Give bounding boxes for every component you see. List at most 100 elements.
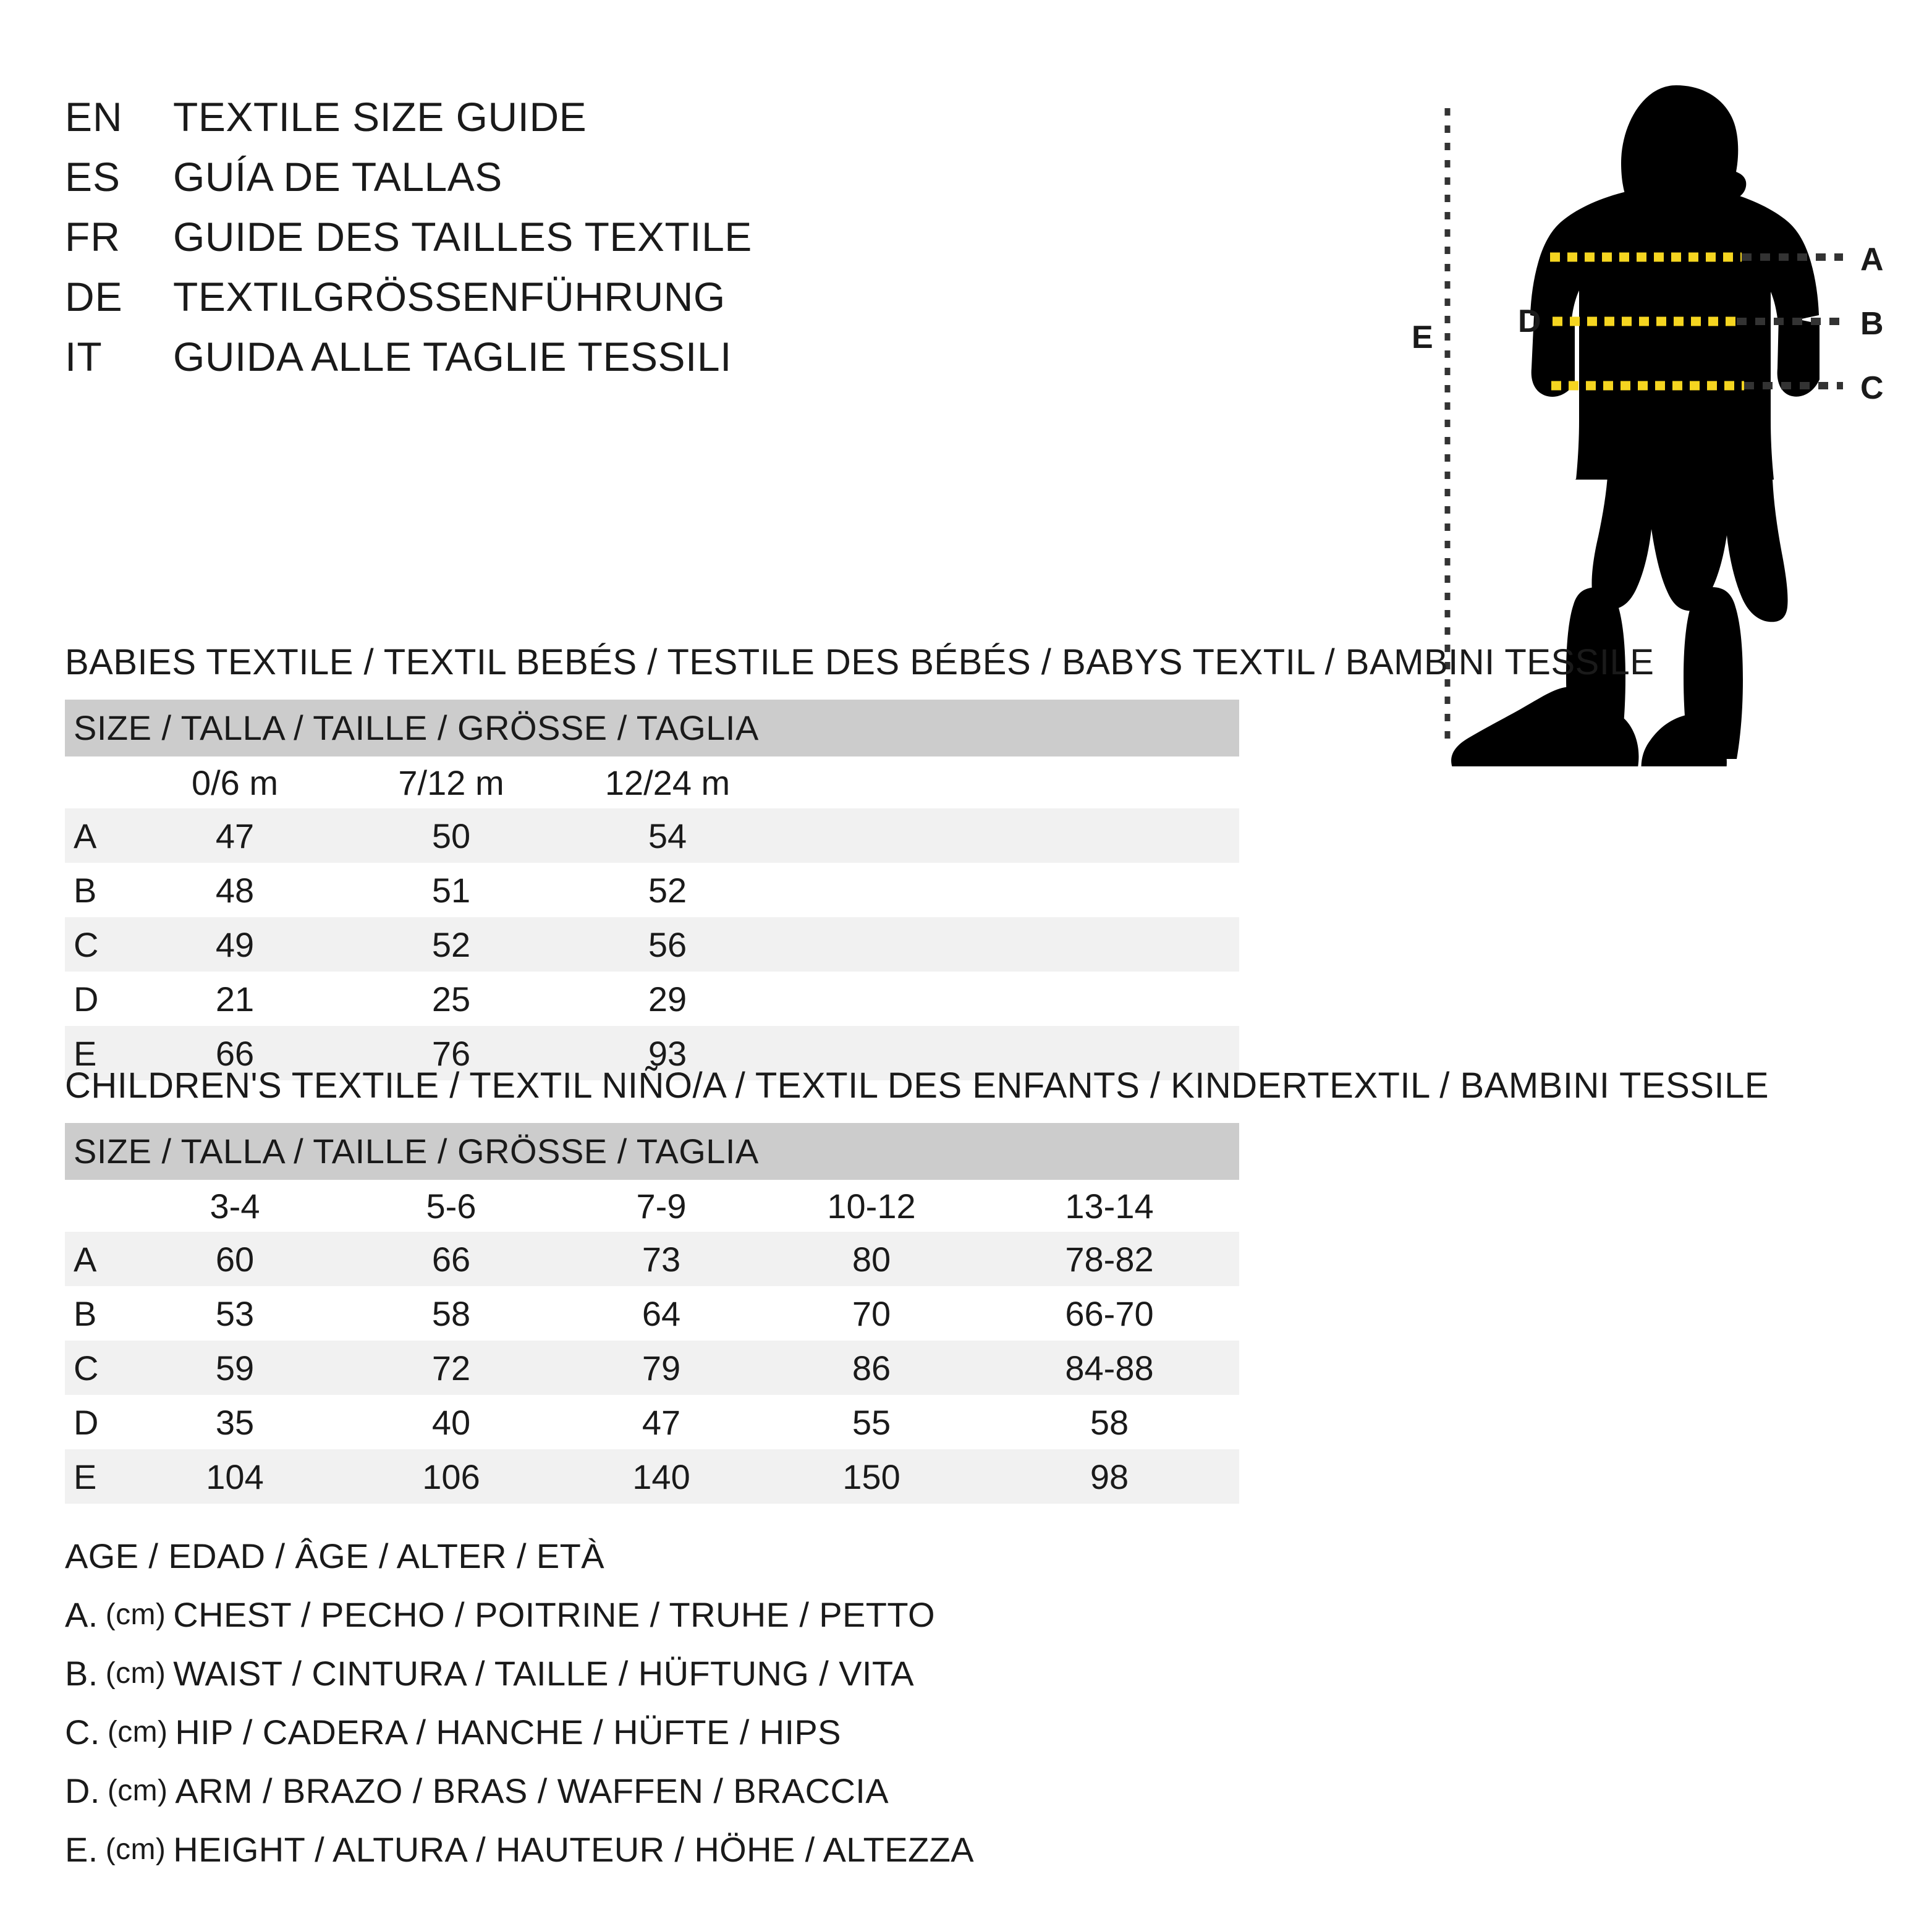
children-column-header-2: 7-9 bbox=[636, 1186, 687, 1226]
children-cell-e-1: 106 bbox=[422, 1457, 480, 1496]
legend-text-a: CHEST / PECHO / POITRINE / TRUHE / PETTO bbox=[173, 1595, 935, 1634]
children-row-label-d: D bbox=[74, 1402, 99, 1442]
babies-cell-e-1: 76 bbox=[431, 1033, 471, 1073]
table-row: A 47 50 54 bbox=[65, 808, 1239, 863]
legend-key-a: A. bbox=[65, 1595, 98, 1634]
legend-age-row: AGE / EDAD / ÂGE / ALTER / ETÀ bbox=[65, 1527, 1116, 1585]
legend-item-e: E. (cm) HEIGHT / ALTURA / HAUTEUR / HÖHE… bbox=[65, 1820, 1116, 1879]
children-row-label-e: E bbox=[74, 1457, 97, 1496]
figure-label-e: E bbox=[1412, 320, 1433, 355]
legend-text-b: WAIST / CINTURA / TAILLE / HÜFTUNG / VIT… bbox=[173, 1654, 915, 1693]
children-cell-a-1: 66 bbox=[431, 1239, 471, 1279]
children-cell-c-1: 72 bbox=[431, 1348, 471, 1388]
babies-row-label-d: D bbox=[74, 979, 99, 1019]
children-cell-d-3: 55 bbox=[852, 1402, 891, 1442]
legend-unit-d: (cm) bbox=[107, 1774, 168, 1807]
table-row: D 21 25 29 bbox=[65, 972, 1239, 1026]
children-cell-d-4: 58 bbox=[1090, 1402, 1129, 1442]
children-cell-b-2: 64 bbox=[642, 1294, 681, 1333]
table-row: B 53 58 64 70 66-70 bbox=[65, 1286, 1239, 1341]
legend-item-c: C. (cm) HIP / CADERA / HANCHE / HÜFTE / … bbox=[65, 1703, 1116, 1761]
language-code-it: IT bbox=[65, 333, 103, 379]
babies-cell-a-1: 50 bbox=[431, 816, 471, 855]
babies-size-table: 0/6 m 7/12 m 12/24 m A 47 50 54 B 48 51 … bbox=[65, 756, 1239, 1080]
children-cell-b-0: 53 bbox=[215, 1294, 255, 1333]
language-code-en: EN bbox=[65, 93, 123, 140]
children-cell-c-0: 59 bbox=[215, 1348, 255, 1388]
legend-text-e: HEIGHT / ALTURA / HAUTEUR / HÖHE / ALTEZ… bbox=[173, 1830, 974, 1869]
babies-cell-a-0: 47 bbox=[215, 816, 255, 855]
language-code-es: ES bbox=[65, 153, 121, 200]
legend-key-e: E. bbox=[65, 1830, 98, 1869]
babies-row-label-c: C bbox=[74, 925, 99, 964]
babies-spacer-cell bbox=[776, 756, 1239, 808]
legend-text-d: ARM / BRAZO / BRAS / WAFFEN / BRACCIA bbox=[175, 1771, 889, 1810]
table-row: A 60 66 73 80 78-82 bbox=[65, 1232, 1239, 1286]
children-cell-d-0: 35 bbox=[215, 1402, 255, 1442]
legend-item-a: A. (cm) CHEST / PECHO / POITRINE / TRUHE… bbox=[65, 1585, 1116, 1644]
children-cell-e-3: 150 bbox=[842, 1457, 900, 1496]
table-row: D 35 40 47 55 58 bbox=[65, 1395, 1239, 1449]
children-row-label-b: B bbox=[74, 1294, 97, 1333]
children-cell-c-3: 86 bbox=[852, 1348, 891, 1388]
children-cell-e-2: 140 bbox=[632, 1457, 690, 1496]
children-column-header-3: 10-12 bbox=[827, 1186, 916, 1226]
babies-table-section: BABIES TEXTILE / TEXTIL BEBÉS / TESTILE … bbox=[65, 642, 1654, 1080]
measurement-figure: A B C D E bbox=[1403, 80, 1922, 774]
legend-key-b: B. bbox=[65, 1654, 98, 1693]
legend-key-c: C. bbox=[65, 1713, 100, 1752]
legend-item-d: D. (cm) ARM / BRAZO / BRAS / WAFFEN / BR… bbox=[65, 1761, 1116, 1820]
children-size-bar: SIZE / TALLA / TAILLE / GRÖSSE / TAGLIA bbox=[65, 1123, 1239, 1180]
figure-label-c: C bbox=[1860, 370, 1884, 406]
children-cell-b-4: 66-70 bbox=[1065, 1294, 1154, 1333]
table-row: E 66 76 93 bbox=[65, 1026, 1239, 1080]
babies-size-bar: SIZE / TALLA / TAILLE / GRÖSSE / TAGLIA bbox=[65, 700, 1239, 756]
legend-item-b: B. (cm) WAIST / CINTURA / TAILLE / HÜFTU… bbox=[65, 1644, 1116, 1703]
babies-cell-b-1: 51 bbox=[431, 870, 471, 910]
babies-row-label-b: B bbox=[74, 870, 97, 910]
language-row-fr: FR GUIDE DES TAILLES TEXTILE bbox=[65, 206, 930, 266]
table-row: C 49 52 56 bbox=[65, 917, 1239, 972]
babies-cell-d-0: 21 bbox=[215, 979, 255, 1019]
babies-cell-d-1: 25 bbox=[431, 979, 471, 1019]
children-cell-b-3: 70 bbox=[852, 1294, 891, 1333]
legend-unit-b: (cm) bbox=[105, 1657, 166, 1690]
language-code-de: DE bbox=[65, 273, 123, 320]
legend-unit-a: (cm) bbox=[105, 1598, 166, 1631]
babies-column-header-0: 0/6 m bbox=[191, 763, 279, 802]
language-title-en: TEXTILE SIZE GUIDE bbox=[173, 93, 587, 140]
legend-age-text: AGE / EDAD / ÂGE / ALTER / ETÀ bbox=[65, 1536, 604, 1575]
babies-column-header-2: 12/24 m bbox=[604, 763, 731, 802]
babies-row-label-e: E bbox=[74, 1033, 97, 1073]
language-title-de: TEXTILGRÖSSENFÜHRUNG bbox=[173, 273, 726, 320]
language-code-fr: FR bbox=[65, 213, 121, 260]
babies-cell-b-0: 48 bbox=[215, 870, 255, 910]
figure-label-d: D bbox=[1518, 303, 1541, 339]
babies-cell-a-2: 54 bbox=[648, 816, 687, 855]
children-corner-cell bbox=[65, 1180, 127, 1232]
children-cell-d-1: 40 bbox=[431, 1402, 471, 1442]
children-column-header-0: 3-4 bbox=[210, 1186, 260, 1226]
children-table-section: CHILDREN'S TEXTILE / TEXTIL NIÑO/A / TEX… bbox=[65, 1066, 1769, 1504]
babies-cell-c-2: 56 bbox=[648, 925, 687, 964]
babies-corner-cell bbox=[65, 756, 127, 808]
legend-key-d: D. bbox=[65, 1771, 100, 1810]
language-row-de: DE TEXTILGRÖSSENFÜHRUNG bbox=[65, 266, 930, 326]
babies-heading: BABIES TEXTILE / TEXTIL BEBÉS / TESTILE … bbox=[65, 642, 1654, 682]
measurement-legend: AGE / EDAD / ÂGE / ALTER / ETÀ A. (cm) C… bbox=[65, 1527, 1116, 1879]
children-size-table: 3-4 5-6 7-9 10-12 13-14 A 60 66 73 80 78… bbox=[65, 1180, 1239, 1504]
babies-row-label-a: A bbox=[74, 816, 97, 855]
child-silhouette bbox=[1451, 85, 1820, 774]
children-cell-e-4: 98 bbox=[1090, 1457, 1129, 1496]
legend-unit-c: (cm) bbox=[107, 1716, 168, 1748]
babies-cell-e-2: 93 bbox=[648, 1033, 687, 1073]
legend-unit-e: (cm) bbox=[105, 1833, 166, 1866]
language-row-en: EN TEXTILE SIZE GUIDE bbox=[65, 87, 930, 146]
figure-label-b: B bbox=[1860, 306, 1884, 342]
language-title-fr: GUIDE DES TAILLES TEXTILE bbox=[173, 213, 752, 260]
children-cell-a-4: 78-82 bbox=[1065, 1239, 1154, 1279]
children-cell-e-0: 104 bbox=[206, 1457, 264, 1496]
language-title-es: GUÍA DE TALLAS bbox=[173, 153, 502, 200]
figure-label-a: A bbox=[1860, 242, 1884, 278]
children-cell-b-1: 58 bbox=[431, 1294, 471, 1333]
